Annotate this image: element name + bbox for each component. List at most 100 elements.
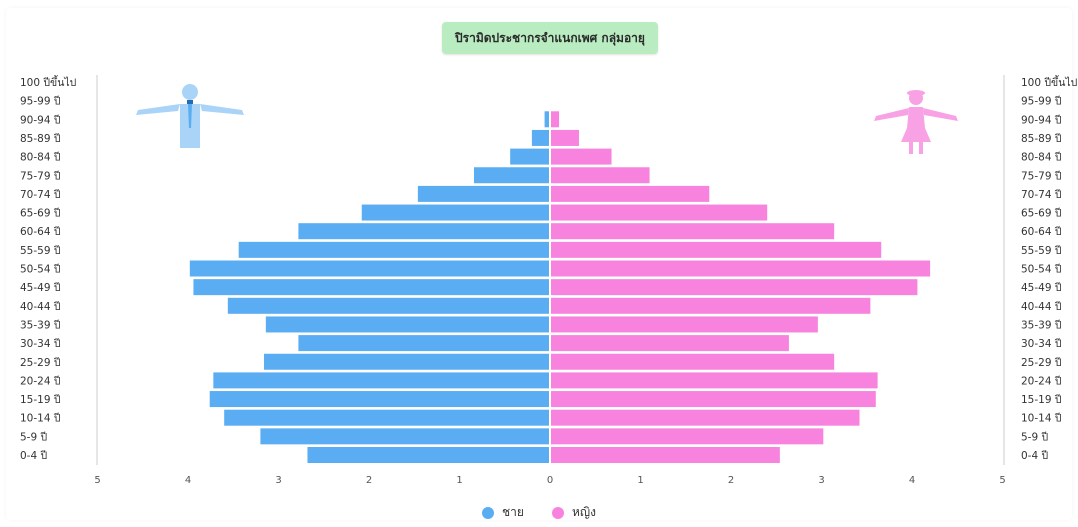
- x-tick-label: 3: [275, 475, 281, 486]
- y-tick-label-left: 70-74 ปี: [20, 188, 61, 201]
- y-tick-label-right: 80-84 ปี: [1021, 151, 1062, 164]
- y-tick-label-right: 85-89 ปี: [1021, 132, 1062, 145]
- x-tick-label: 5: [94, 475, 100, 486]
- y-tick-label-left: 25-29 ปี: [20, 356, 61, 369]
- y-tick-label-right: 0-4 ปี: [1021, 449, 1048, 462]
- bar-female: [550, 372, 878, 389]
- bar-female: [550, 129, 579, 146]
- y-tick-label-left: 5-9 ปี: [20, 430, 47, 443]
- y-tick-label-left: 80-84 ปี: [20, 151, 61, 164]
- y-tick-label-right: 95-99 ปี: [1021, 95, 1062, 108]
- y-tick-label-left: 35-39 ปี: [20, 318, 61, 331]
- x-tick-label: 3: [818, 475, 824, 486]
- y-tick-label-right: 75-79 ปี: [1021, 169, 1062, 182]
- x-tick-label: 5: [999, 475, 1005, 486]
- y-tick-label-left: 95-99 ปี: [20, 95, 61, 108]
- y-tick-label-left: 30-34 ปี: [20, 337, 61, 350]
- x-tick-label: 4: [185, 475, 191, 486]
- bar-male: [189, 260, 550, 277]
- chart-title: ปิรามิดประชากรจำแนกเพศ กลุ่มอายุ: [442, 22, 658, 54]
- x-tick-label: 2: [366, 475, 372, 486]
- bar-female: [550, 297, 871, 314]
- bar-male: [307, 447, 550, 463]
- x-tick-label: 1: [456, 475, 462, 486]
- bar-male: [298, 335, 550, 352]
- bar-male: [209, 391, 550, 408]
- y-tick-label-right: 50-54 ปี: [1021, 263, 1062, 276]
- bar-male: [473, 167, 550, 184]
- bar-male: [264, 353, 550, 370]
- bar-male: [238, 241, 550, 258]
- legend: ชาย หญิง: [0, 503, 1078, 522]
- y-tick-label-left: 20-24 ปี: [20, 374, 61, 387]
- y-tick-label-right: 40-44 ปี: [1021, 300, 1062, 313]
- y-tick-label-left: 10-14 ปี: [20, 412, 61, 425]
- x-tick-label: 2: [728, 475, 734, 486]
- y-tick-label-left: 75-79 ปี: [20, 169, 61, 182]
- y-tick-label-right: 60-64 ปี: [1021, 225, 1062, 238]
- y-tick-label-left: 50-54 ปี: [20, 263, 61, 276]
- bar-male: [227, 297, 550, 314]
- legend-label-female: หญิง: [571, 505, 596, 519]
- y-tick-label-right: 30-34 ปี: [1021, 337, 1062, 350]
- bar-female: [550, 279, 918, 296]
- legend-item-female[interactable]: หญิง: [551, 503, 596, 522]
- y-tick-label-left: 65-69 ปี: [20, 207, 61, 220]
- bar-female: [550, 167, 650, 184]
- legend-dot-male: [482, 506, 495, 519]
- bar-female: [550, 335, 789, 352]
- legend-item-male[interactable]: ชาย: [482, 503, 524, 522]
- bar-male: [298, 223, 550, 240]
- y-tick-label-right: 10-14 ปี: [1021, 412, 1062, 425]
- y-tick-label-left: 45-49 ปี: [20, 281, 61, 294]
- x-tick-label: 0: [547, 475, 553, 486]
- bar-female: [550, 428, 824, 445]
- bar-male: [510, 148, 550, 165]
- legend-dot-female: [551, 506, 564, 519]
- y-tick-label-left: 40-44 ปี: [20, 300, 61, 313]
- y-tick-label-right: 15-19 ปี: [1021, 393, 1062, 406]
- y-tick-label-left: 55-59 ปี: [20, 244, 61, 257]
- y-tick-label-right: 5-9 ปี: [1021, 430, 1048, 443]
- y-tick-label-left: 90-94 ปี: [20, 113, 61, 126]
- y-tick-label-right: 45-49 ปี: [1021, 281, 1062, 294]
- bar-female: [550, 223, 835, 240]
- y-tick-label-right: 25-29 ปี: [1021, 356, 1062, 369]
- bar-male: [544, 111, 550, 128]
- y-tick-label-left: 100 ปีขึ้นไป: [20, 75, 77, 89]
- bar-male: [213, 372, 550, 389]
- x-tick-label: 1: [637, 475, 643, 486]
- bar-female: [550, 185, 710, 202]
- bar-male: [193, 279, 550, 296]
- bar-female: [550, 353, 835, 370]
- bar-female: [550, 447, 780, 463]
- bars-group: [189, 105, 931, 465]
- y-tick-label-right: 65-69 ปี: [1021, 207, 1062, 220]
- y-tick-label-right: 35-39 ปี: [1021, 318, 1062, 331]
- bar-female: [550, 316, 818, 333]
- y-tick-label-left: 85-89 ปี: [20, 132, 61, 145]
- y-axes: 0-4 ปี 0-4 ปี 5-9 ปี 5-9 ปี 10-14 ปี 10-14 ปี…: [20, 75, 1078, 465]
- x-axis: 5 4 3 2 1 0 1 2 3 4 5: [94, 475, 1005, 486]
- y-tick-label-left: 0-4 ปี: [20, 449, 47, 462]
- y-tick-label-right: 100 ปีขึ้นไป: [1021, 75, 1078, 89]
- bar-female: [550, 111, 560, 128]
- bar-male: [224, 409, 550, 426]
- y-tick-label-right: 55-59 ปี: [1021, 244, 1062, 257]
- y-tick-label-left: 60-64 ปี: [20, 225, 61, 238]
- bar-female: [550, 409, 860, 426]
- y-tick-label-right: 20-24 ปี: [1021, 374, 1062, 387]
- y-tick-label-right: 70-74 ปี: [1021, 188, 1062, 201]
- bar-male: [531, 129, 550, 146]
- bar-female: [550, 241, 882, 258]
- legend-label-male: ชาย: [502, 505, 524, 519]
- bar-male: [265, 316, 550, 333]
- bar-female: [550, 148, 612, 165]
- bar-male: [417, 185, 550, 202]
- bar-female: [550, 204, 768, 221]
- male-figure-icon: [136, 84, 244, 148]
- y-tick-label-right: 90-94 ปี: [1021, 113, 1062, 126]
- female-figure-icon: [874, 90, 958, 154]
- bar-male: [260, 428, 550, 445]
